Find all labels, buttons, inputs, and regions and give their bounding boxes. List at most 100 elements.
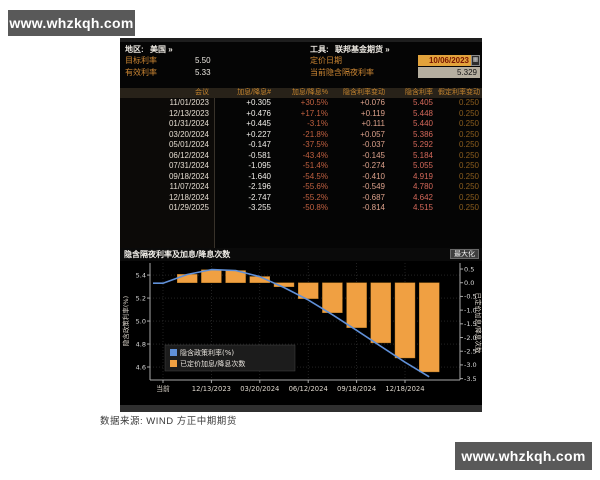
terminal-header: 地区: 美国 » 工具: 联邦基金期货 » 目标利率 5.50 定价日期 10/…	[120, 42, 482, 88]
table-cell: -0.037	[362, 140, 385, 149]
table-cell: +0.119	[360, 108, 385, 118]
target-rate-value: 5.50	[195, 56, 211, 65]
meetings-table-body: 11/01/2023 +0.305 +30.5% +0.076 5.405 0.250 12…	[120, 98, 482, 214]
table-cell: 09/18/2024	[168, 171, 209, 181]
right-tick-label: -3.5	[464, 375, 477, 383]
chart-title: 隐含隔夜利率及加息/降息次数	[124, 250, 231, 259]
table-cell: -0.814	[362, 203, 385, 212]
table-row[interactable]: 01/31/2024 +0.445 -3.1% +0.111 5.440 0.250	[120, 119, 482, 130]
table-cell: -43.4%	[302, 150, 328, 160]
table-cell: -0.581	[248, 150, 271, 160]
region-label: 地区:	[125, 45, 144, 54]
hike-cut-bar	[322, 282, 343, 313]
x-tick-label: 06/12/2024	[289, 385, 328, 393]
implied-overnight-label: 当前隐含隔夜利率	[310, 68, 374, 77]
legend-label-bar: 已定价加息/降息次数	[180, 359, 245, 368]
left-tick-label: 4.6	[136, 363, 146, 371]
hike-cut-bar	[297, 282, 319, 299]
table-cell: +0.057	[360, 129, 385, 139]
right-tick-label: -1.0	[464, 306, 477, 314]
column-header: 假定利率变动	[438, 89, 480, 96]
table-cell: -3.255	[248, 203, 271, 212]
table-cell: 4.515	[412, 203, 433, 212]
table-cell: +0.076	[360, 98, 385, 107]
table-cell: -0.410	[362, 171, 385, 181]
tool-link[interactable]: 联邦基金期货 »	[335, 45, 390, 54]
target-rate-label: 目标利率	[125, 56, 157, 65]
x-tick-label: 12/13/2023	[192, 385, 231, 393]
table-cell: 4.642	[412, 192, 433, 202]
table-row[interactable]: 11/01/2023 +0.305 +30.5% +0.076 5.405 0.250	[120, 98, 482, 109]
table-row[interactable]: 12/13/2023 +0.476 +17.1% +0.119 5.448 0.250	[120, 109, 482, 120]
tool-label: 工具:	[310, 45, 329, 54]
table-row[interactable]: 03/20/2024 +0.227 -21.8% +0.057 5.386 0.250	[120, 130, 482, 141]
pricing-date-field[interactable]: 10/06/2023	[418, 55, 471, 66]
table-cell: 0.250	[458, 161, 479, 170]
table-cell: 0.250	[458, 129, 479, 139]
table-cell: 06/12/2024	[168, 150, 209, 160]
table-cell: 11/01/2023	[169, 98, 209, 107]
column-header: 隐含利率变动	[343, 89, 385, 96]
table-cell: -0.274	[362, 161, 385, 170]
table-cell: -0.687	[362, 192, 385, 202]
calendar-icon[interactable]: ▦	[471, 55, 480, 66]
table-cell: -2.747	[248, 192, 271, 202]
table-cell: 0.250	[458, 203, 479, 212]
table-cell: -37.5%	[302, 140, 328, 149]
terminal-top-strip	[120, 38, 482, 42]
region-link[interactable]: 美国 »	[150, 45, 173, 54]
table-cell: 12/18/2024	[168, 192, 209, 202]
right-tick-label: -0.5	[464, 293, 477, 301]
meetings-table: 会议 加息/降息# 加息/降息% 隐含利率变动 隐含利率 假定利率变动 11/01/202…	[120, 88, 482, 248]
table-cell: 05/01/2024	[168, 140, 209, 149]
legend-swatch-line	[170, 349, 177, 356]
table-cell: 5.055	[412, 161, 433, 170]
table-cell: 0.250	[458, 171, 479, 181]
table-cell: 0.250	[458, 150, 479, 160]
terminal-bottom-strip	[120, 405, 482, 412]
table-cell: +17.1%	[300, 108, 328, 118]
table-row[interactable]: 11/07/2024 -2.196 -55.6% -0.549 4.780 0.250	[120, 182, 482, 193]
table-cell: -0.147	[248, 140, 271, 149]
hike-cut-bar	[346, 282, 367, 328]
right-tick-label: 0.0	[464, 279, 474, 287]
table-cell: 0.250	[458, 192, 479, 202]
right-tick-label: 0.5	[464, 265, 474, 273]
table-cell: 01/31/2024	[168, 119, 209, 128]
table-cell: 07/31/2024	[168, 161, 209, 170]
table-row[interactable]: 07/31/2024 -1.095 -51.4% -0.274 5.055 0.250	[120, 161, 482, 172]
watermark-top-left: www.whzkqh.com	[8, 10, 135, 36]
table-cell: -50.8%	[302, 203, 328, 212]
table-cell: -55.2%	[302, 192, 328, 202]
table-row[interactable]: 01/29/2025 -3.255 -50.8% -0.814 4.515 0.250	[120, 203, 482, 214]
table-row[interactable]: 12/18/2024 -2.747 -55.2% -0.687 4.642 0.250	[120, 193, 482, 204]
table-cell: 0.250	[458, 108, 479, 118]
table-row[interactable]: 06/12/2024 -0.581 -43.4% -0.145 5.184 0.250	[120, 151, 482, 162]
x-tick-label: 03/20/2024	[240, 385, 279, 393]
table-row[interactable]: 09/18/2024 -1.640 -54.5% -0.410 4.919 0.250	[120, 172, 482, 183]
table-cell: +0.227	[246, 129, 271, 139]
left-tick-label: 4.8	[136, 340, 146, 348]
right-tick-label: -1.5	[464, 320, 477, 328]
right-tick-label: -2.5	[464, 348, 477, 356]
legend-label-line: 隐含政策利率(%)	[180, 348, 234, 357]
table-cell: 5.184	[412, 150, 433, 160]
table-cell: 11/07/2024	[169, 182, 209, 191]
hike-cut-bar	[177, 274, 198, 283]
table-cell: +30.5%	[300, 98, 328, 107]
hike-cut-bar	[394, 282, 416, 359]
table-cell: 0.250	[458, 140, 479, 149]
pricing-date-label: 定价日期	[310, 56, 342, 65]
table-cell: 03/20/2024	[168, 129, 209, 139]
x-tick-label: 12/18/2024	[385, 385, 424, 393]
table-cell: 0.250	[458, 98, 479, 107]
legend-box	[164, 344, 296, 372]
table-row[interactable]: 05/01/2024 -0.147 -37.5% -0.037 5.292 0.250	[120, 140, 482, 151]
table-cell: +0.476	[246, 108, 271, 118]
hike-cut-bar	[370, 282, 392, 344]
left-axis-title: 隐含政策利率(%)	[121, 296, 130, 346]
table-cell: 0.250	[458, 182, 479, 191]
right-axis-title: 已定价加息/降息次数	[474, 293, 482, 354]
maximize-button[interactable]: 最大化	[450, 249, 479, 259]
table-cell: -3.1%	[307, 119, 328, 128]
